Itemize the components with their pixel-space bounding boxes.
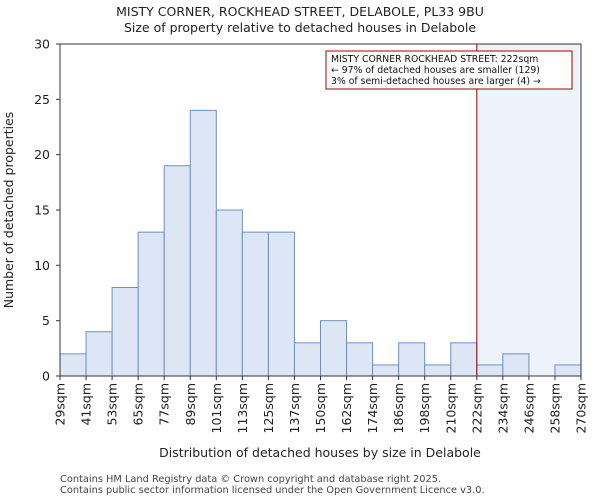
footer-line-2: Contains public sector information licen… (60, 485, 485, 496)
x-tick-label-186sqm: 186sqm (391, 383, 406, 433)
highlight-region (476, 44, 581, 376)
y-axis-label: Number of detached properties (1, 112, 16, 309)
y-tick-label-0: 0 (42, 369, 50, 384)
bar-162sqm (346, 342, 374, 377)
x-tick-label-41sqm: 41sqm (79, 383, 94, 426)
x-tick-label-222sqm: 222sqm (469, 383, 484, 433)
bar-198sqm (424, 364, 452, 377)
y-tick-label-25: 25 (34, 92, 50, 107)
y-tick-label-10: 10 (34, 258, 50, 273)
bars-group (59, 109, 582, 377)
x-tick-label-258sqm: 258sqm (547, 383, 562, 433)
x-tick-label-53sqm: 53sqm (105, 383, 120, 426)
annotation-line-1: MISTY CORNER ROCKHEAD STREET: 222sqm (331, 54, 538, 65)
x-tick-label-125sqm: 125sqm (261, 383, 276, 433)
bar-77sqm (163, 165, 191, 377)
bar-137sqm (293, 342, 322, 377)
bar-113sqm (241, 231, 269, 377)
bar-101sqm (215, 209, 243, 377)
annotation-line-3: 3% of semi-detached houses are larger (4… (331, 76, 541, 87)
x-tick-label-162sqm: 162sqm (339, 383, 354, 433)
bar-89sqm (189, 109, 217, 377)
bar-258sqm (554, 364, 582, 377)
footer-line-1: Contains HM Land Registry data © Crown c… (60, 474, 441, 485)
x-tick-label-89sqm: 89sqm (183, 383, 198, 426)
bar-234sqm (502, 353, 530, 377)
y-tick-label-30: 30 (34, 37, 50, 52)
annotation-line-2: ← 97% of detached houses are smaller (12… (331, 65, 540, 76)
x-tick-label-65sqm: 65sqm (131, 383, 146, 426)
chart-subtitle: Size of property relative to detached ho… (124, 20, 476, 35)
x-tick-label-270sqm: 270sqm (574, 383, 589, 433)
annotation-border (325, 50, 573, 90)
bar-125sqm (267, 231, 295, 377)
x-tick-label-234sqm: 234sqm (495, 383, 510, 433)
bar-53sqm (111, 286, 139, 377)
y-ticks-group: 0 5 10 15 20 25 30 (34, 37, 60, 384)
bar-29sqm (59, 353, 87, 377)
bar-174sqm (372, 364, 400, 377)
bar-210sqm (450, 342, 478, 377)
x-tick-label-150sqm: 150sqm (313, 383, 328, 433)
chart-title: MISTY CORNER, ROCKHEAD STREET, DELABOLE,… (116, 4, 484, 19)
annotation-box: MISTY CORNER ROCKHEAD STREET: 222sqm ← 9… (325, 50, 573, 90)
bar-65sqm (137, 231, 165, 377)
x-tick-label-174sqm: 174sqm (365, 383, 380, 433)
x-tick-label-198sqm: 198sqm (417, 383, 432, 433)
x-axis-label: Distribution of detached houses by size … (159, 445, 481, 460)
x-tick-label-246sqm: 246sqm (521, 383, 536, 433)
y-tick-label-15: 15 (34, 203, 50, 218)
bar-222sqm (476, 364, 504, 377)
x-tick-label-29sqm: 29sqm (53, 383, 68, 426)
bar-150sqm (320, 320, 348, 377)
x-tick-label-137sqm: 137sqm (287, 383, 302, 433)
x-ticks-group: 29sqm 41sqm 53sqm 65sqm 77sqm 89sqm 101sqm 113s… (53, 376, 589, 433)
x-tick-label-101sqm: 101sqm (209, 383, 224, 433)
y-tick-label-20: 20 (34, 147, 50, 162)
x-tick-label-113sqm: 113sqm (235, 383, 250, 433)
bar-41sqm (85, 331, 113, 377)
bar-186sqm (398, 342, 426, 377)
x-tick-label-210sqm: 210sqm (443, 383, 458, 433)
y-tick-label-5: 5 (42, 313, 50, 328)
x-tick-label-77sqm: 77sqm (157, 383, 172, 426)
